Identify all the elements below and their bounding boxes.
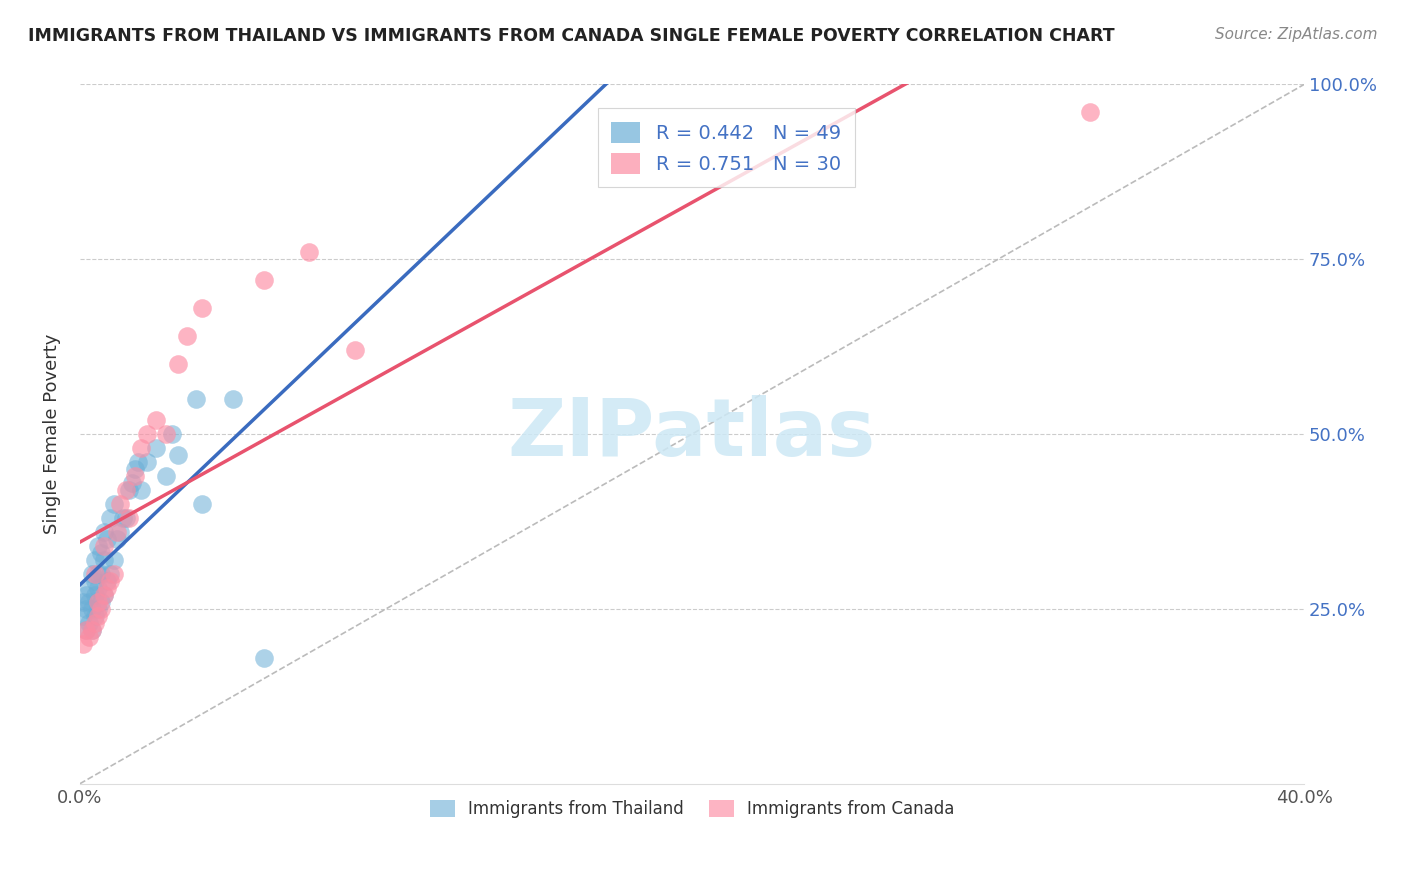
Point	[75, 623, 97, 637]
Point	[90, 566, 112, 581]
Legend: Immigrants from Thailand, Immigrants from Canada: Immigrants from Thailand, Immigrants fro…	[423, 793, 962, 824]
Point	[77, 581, 100, 595]
Point	[96, 574, 118, 588]
Point	[124, 469, 146, 483]
Point	[344, 343, 367, 358]
Point	[90, 546, 112, 560]
Point	[111, 511, 134, 525]
Point	[222, 392, 245, 406]
Point	[82, 566, 104, 581]
Point	[103, 566, 125, 581]
Point	[252, 273, 274, 287]
Point	[75, 588, 97, 602]
Point	[84, 566, 107, 581]
Point	[1078, 105, 1101, 120]
Point	[145, 413, 167, 427]
Point	[93, 539, 115, 553]
Point	[77, 595, 100, 609]
Point	[82, 623, 104, 637]
Point	[72, 637, 94, 651]
Point	[298, 245, 321, 260]
Point	[93, 553, 115, 567]
Point	[155, 469, 177, 483]
Point	[124, 462, 146, 476]
Point	[96, 532, 118, 546]
Point	[90, 595, 112, 609]
Point	[121, 476, 143, 491]
Point	[72, 595, 94, 609]
Point	[155, 427, 177, 442]
Point	[93, 524, 115, 539]
Point	[191, 497, 214, 511]
Point	[84, 574, 107, 588]
Point	[166, 448, 188, 462]
Point	[84, 588, 107, 602]
Point	[176, 329, 198, 343]
Point	[77, 630, 100, 644]
Point	[93, 588, 115, 602]
Point	[82, 623, 104, 637]
Y-axis label: Single Female Poverty: Single Female Poverty	[44, 334, 60, 534]
Point	[93, 588, 115, 602]
Point	[84, 608, 107, 623]
Point	[118, 483, 141, 497]
Point	[108, 524, 131, 539]
Point	[77, 615, 100, 630]
Point	[87, 581, 110, 595]
Point	[118, 511, 141, 525]
Point	[114, 483, 136, 497]
Point	[252, 651, 274, 665]
Point	[75, 602, 97, 616]
Point	[75, 623, 97, 637]
Point	[103, 497, 125, 511]
Point	[87, 539, 110, 553]
Point	[114, 511, 136, 525]
Point	[105, 532, 128, 546]
Point	[82, 602, 104, 616]
Text: ZIPatlas: ZIPatlas	[508, 395, 876, 473]
Point	[103, 553, 125, 567]
Point	[166, 357, 188, 371]
Point	[191, 301, 214, 316]
Point	[186, 392, 208, 406]
Point	[87, 602, 110, 616]
Point	[72, 608, 94, 623]
Point	[87, 566, 110, 581]
Point	[136, 455, 159, 469]
Point	[90, 602, 112, 616]
Point	[127, 455, 149, 469]
Text: Source: ZipAtlas.com: Source: ZipAtlas.com	[1215, 27, 1378, 42]
Point	[96, 581, 118, 595]
Point	[136, 427, 159, 442]
Point	[87, 608, 110, 623]
Point	[84, 553, 107, 567]
Point	[108, 497, 131, 511]
Point	[84, 615, 107, 630]
Point	[87, 595, 110, 609]
Point	[160, 427, 183, 442]
Point	[100, 511, 122, 525]
Point	[100, 574, 122, 588]
Point	[129, 483, 152, 497]
Text: IMMIGRANTS FROM THAILAND VS IMMIGRANTS FROM CANADA SINGLE FEMALE POVERTY CORRELA: IMMIGRANTS FROM THAILAND VS IMMIGRANTS F…	[28, 27, 1115, 45]
Point	[100, 566, 122, 581]
Point	[129, 441, 152, 455]
Point	[145, 441, 167, 455]
Point	[105, 524, 128, 539]
